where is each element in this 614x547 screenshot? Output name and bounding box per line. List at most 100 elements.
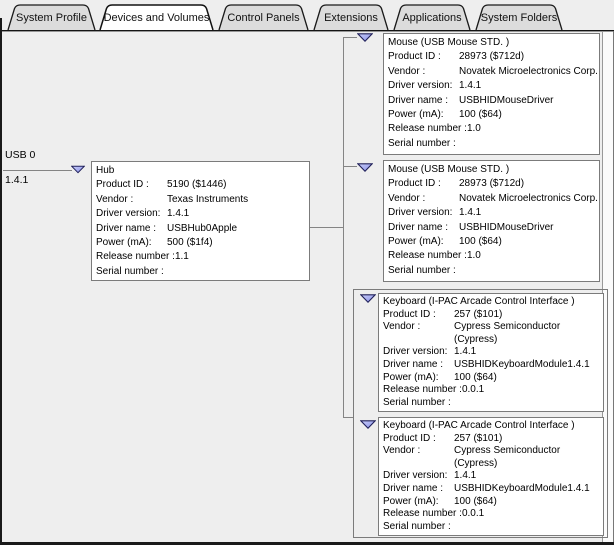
bus-underline bbox=[3, 170, 72, 171]
property-label: Driver name : bbox=[96, 222, 157, 234]
window-bottom-gap bbox=[0, 545, 614, 547]
property-row: Release number :1.0 bbox=[388, 122, 599, 136]
property-label: Power (mA): bbox=[383, 495, 439, 507]
property-value: 1.4.1 bbox=[454, 346, 477, 358]
property-value: 500 ($1f4) bbox=[167, 237, 213, 249]
device-title: Keyboard (I-PAC Arcade Control Interface… bbox=[383, 420, 575, 431]
property-row: Vendor : Cypress Semiconductor (Cypress) bbox=[383, 445, 603, 470]
device-box-mouse-1: Mouse (USB Mouse STD. ) Product ID : 28973… bbox=[383, 33, 600, 155]
property-row: Driver version: 1.4.1 bbox=[383, 346, 603, 359]
tab-applications[interactable]: Applications bbox=[393, 4, 471, 31]
property-value: USBHIDKeyboardModule1.4.1 bbox=[454, 358, 590, 370]
tab-bar: System Profile Devices and Volumes Contr… bbox=[0, 0, 614, 33]
property-label: Driver name : bbox=[388, 221, 449, 233]
property-row: Serial number : bbox=[388, 137, 599, 151]
scrollbar-track[interactable] bbox=[602, 32, 613, 542]
property-row: Driver version: 1.4.1 bbox=[383, 470, 603, 483]
property-label: Product ID : bbox=[388, 178, 441, 190]
tab-label[interactable]: System Profile bbox=[16, 12, 87, 24]
property-row: Driver name : USBHub0Apple bbox=[96, 222, 309, 236]
property-value: 5190 ($1446) bbox=[167, 179, 227, 191]
property-value: 1.4.1 bbox=[167, 208, 190, 220]
device-title: Hub bbox=[96, 165, 115, 176]
device-box-mouse-2: Mouse (USB Mouse STD. ) Product ID : 28973… bbox=[383, 160, 600, 282]
disclosure-triangle-mouse-1[interactable] bbox=[357, 33, 373, 42]
property-row: Power (mA): 500 ($1f4) bbox=[96, 236, 309, 250]
property-row: Power (mA): 100 ($64) bbox=[388, 108, 599, 122]
disclosure-triangle-mouse-2[interactable] bbox=[357, 163, 373, 172]
disclosure-triangle-keyboard-1[interactable] bbox=[360, 294, 376, 303]
connector-stub-mouse-1 bbox=[343, 37, 357, 38]
property-row: Driver name : USBHIDKeyboardModule1.4.1 bbox=[383, 483, 603, 496]
property-label: Power (mA): bbox=[383, 371, 439, 383]
connector-stub-keyboard-group bbox=[343, 417, 353, 418]
tab-extensions[interactable]: Extensions bbox=[313, 4, 389, 31]
property-label: Vendor : bbox=[383, 445, 421, 457]
disclosure-triangle-keyboard-2[interactable] bbox=[360, 420, 376, 429]
tab-label[interactable]: System Folders bbox=[481, 12, 558, 24]
property-value: 100 ($64) bbox=[459, 236, 502, 248]
tab-label[interactable]: Control Panels bbox=[227, 12, 300, 24]
tab-label[interactable]: Devices and Volumes bbox=[104, 12, 210, 24]
disclosure-triangle-hub[interactable] bbox=[71, 165, 85, 174]
property-row: Vendor : Cypress Semiconductor (Cypress) bbox=[383, 321, 603, 346]
property-row: Serial number : bbox=[383, 397, 603, 410]
window-left-border bbox=[0, 18, 2, 545]
property-label: Vendor : bbox=[96, 193, 134, 205]
property-value: Novatek Microelectronics Corp. bbox=[459, 192, 598, 204]
property-row: Driver name : USBHIDMouseDriver bbox=[388, 221, 599, 235]
property-label: Vendor : bbox=[388, 65, 426, 77]
tab-devices-and-volumes[interactable]: Devices and Volumes bbox=[99, 4, 214, 31]
property-row: Serial number : bbox=[388, 264, 599, 278]
property-value: 0.0.1 bbox=[461, 508, 485, 520]
property-label: Serial number : bbox=[388, 264, 456, 276]
property-row: Release number :1.0 bbox=[388, 249, 599, 263]
property-value: Novatek Microelectronics Corp. bbox=[459, 65, 598, 77]
property-label: Driver version: bbox=[383, 346, 448, 358]
device-title: Mouse (USB Mouse STD. ) bbox=[388, 164, 510, 175]
property-row: Release number :1.1 bbox=[96, 250, 309, 264]
property-value: Texas Instruments bbox=[167, 193, 249, 205]
property-row: Driver version: 1.4.1 bbox=[388, 206, 599, 220]
property-label: Release number : bbox=[388, 250, 467, 262]
tab-system-profile[interactable]: System Profile bbox=[7, 4, 96, 31]
property-row: Vendor : Novatek Microelectronics Corp. bbox=[388, 192, 599, 206]
property-row: Product ID : 5190 ($1446) bbox=[96, 178, 309, 192]
property-label: Driver name : bbox=[388, 94, 449, 106]
tab-label[interactable]: Extensions bbox=[324, 12, 378, 24]
property-row: Driver version: 1.4.1 bbox=[388, 79, 599, 93]
property-label: Power (mA): bbox=[388, 109, 444, 121]
property-row: Product ID : 257 ($101) bbox=[383, 309, 603, 322]
device-title: Mouse (USB Mouse STD. ) bbox=[388, 37, 510, 48]
property-row: Driver name : USBHIDKeyboardModule1.4.1 bbox=[383, 359, 603, 372]
property-label: Driver version: bbox=[388, 207, 453, 219]
property-label: Serial number : bbox=[388, 137, 456, 149]
property-row: Vendor : Novatek Microelectronics Corp. bbox=[388, 65, 599, 79]
tab-label[interactable]: Applications bbox=[402, 12, 462, 24]
property-value: 1.0 bbox=[466, 250, 481, 262]
content-top-border bbox=[0, 30, 614, 32]
property-label: Product ID : bbox=[383, 308, 436, 320]
property-value: USBHub0Apple bbox=[167, 222, 238, 234]
property-row: Product ID : 28973 ($712d) bbox=[388, 50, 599, 64]
property-row: Serial number : bbox=[383, 521, 603, 534]
tab-system-folders[interactable]: System Folders bbox=[475, 4, 563, 31]
property-value: 257 ($101) bbox=[454, 308, 503, 320]
property-value: 1.4.1 bbox=[459, 80, 482, 92]
device-box-keyboard-1: Keyboard (I-PAC Arcade Control Interface… bbox=[378, 293, 604, 412]
property-value: USBHIDMouseDriver bbox=[459, 94, 554, 106]
property-label: Release number : bbox=[383, 384, 462, 396]
window-bottom-border bbox=[0, 542, 614, 545]
property-row: Product ID : 257 ($101) bbox=[383, 433, 603, 446]
property-label: Product ID : bbox=[383, 432, 436, 444]
property-row: Product ID : 28973 ($712d) bbox=[388, 177, 599, 191]
property-row: Power (mA): 100 ($64) bbox=[388, 235, 599, 249]
property-label: Serial number : bbox=[383, 520, 451, 532]
property-label: Release number : bbox=[383, 508, 462, 520]
tab-control-panels[interactable]: Control Panels bbox=[218, 4, 309, 31]
property-value: 1.4.1 bbox=[459, 207, 482, 219]
property-value: Cypress Semiconductor (Cypress) bbox=[454, 445, 561, 469]
property-value: 1.0 bbox=[466, 123, 481, 135]
property-value: 0.0.1 bbox=[461, 384, 485, 396]
